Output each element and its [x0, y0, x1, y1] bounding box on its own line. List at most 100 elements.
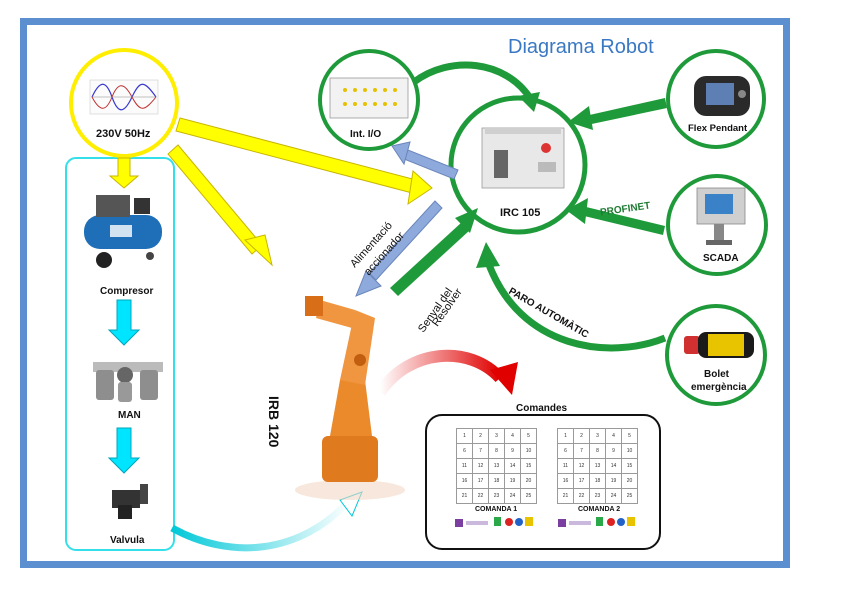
grid-cell: 19 — [504, 473, 521, 489]
scada-to-controller-arrow — [580, 206, 665, 235]
commands-label: Comandes — [516, 403, 568, 414]
command-panel-1-label: COMANDA 1 — [475, 506, 518, 513]
grid-cell: 5 — [520, 428, 537, 444]
grid-cell: 1 — [557, 428, 574, 444]
air-arrow-1 — [107, 299, 141, 346]
grid-cell: 6 — [456, 443, 473, 459]
grid-row: 16 17 18 19 20 — [456, 473, 537, 489]
grid-cell: 7 — [573, 443, 590, 459]
resolver-arrow — [390, 222, 470, 296]
grid-cell: 13 — [589, 458, 606, 474]
compressor-label: Compresor — [100, 286, 154, 297]
grid-cell: 25 — [520, 488, 537, 504]
grid-cell: 11 — [456, 458, 473, 474]
grid-cell: 5 — [621, 428, 638, 444]
io-board-icon — [329, 77, 409, 119]
grid-cell: 22 — [573, 488, 590, 504]
flex-pendant-icon — [694, 76, 750, 116]
grid-cell: 2 — [472, 428, 489, 444]
controller-label: IRC 105 — [500, 207, 541, 219]
command-panel-2-legend — [558, 517, 635, 527]
robot-to-commands-arrow — [375, 349, 505, 396]
grid-cell: 6 — [557, 443, 574, 459]
emergency-arrow-head — [476, 242, 500, 268]
valve-label: Valvula — [110, 535, 145, 546]
io-label: Int. I/O — [350, 129, 382, 140]
air-arrow-2 — [107, 427, 141, 474]
grid-cell: 9 — [504, 443, 521, 459]
grid-row: 6 7 8 9 10 — [557, 443, 638, 459]
io-to-controller-arrow — [411, 61, 533, 101]
emergency-button-icon — [684, 332, 754, 358]
grid-cell: 4 — [504, 428, 521, 444]
pendant-to-controller-arrow — [585, 98, 667, 125]
command-panel-2-label: COMANDA 2 — [578, 506, 621, 513]
power-arrow-compressor — [108, 157, 140, 189]
power-arrow-controller — [175, 117, 433, 206]
grid-cell: 14 — [504, 458, 521, 474]
grid-row: 11 12 13 14 15 — [557, 458, 638, 474]
grid-row: 11 12 13 14 15 — [456, 458, 537, 474]
grid-cell: 20 — [621, 473, 638, 489]
grid-row: 21 22 23 24 25 — [557, 488, 638, 504]
grid-cell: 16 — [456, 473, 473, 489]
grid-cell: 23 — [589, 488, 606, 504]
grid-cell: 2 — [573, 428, 590, 444]
grid-cell: 13 — [488, 458, 505, 474]
grid-cell: 20 — [520, 473, 537, 489]
grid-row: 21 22 23 24 25 — [456, 488, 537, 504]
grid-cell: 15 — [520, 458, 537, 474]
grid-cell: 12 — [573, 458, 590, 474]
supply-arrow — [368, 200, 443, 281]
grid-cell: 1 — [456, 428, 473, 444]
valve-icon — [112, 484, 148, 519]
robot-label: IRB 120 — [266, 396, 282, 448]
grid-row: 16 17 18 19 20 — [557, 473, 638, 489]
man-label: MAN — [118, 410, 141, 421]
command-panel-1-legend — [455, 517, 533, 527]
grid-cell: 4 — [605, 428, 622, 444]
grid-cell: 10 — [520, 443, 537, 459]
emergency-label-2: emergència — [691, 382, 747, 393]
grid-cell: 8 — [488, 443, 505, 459]
grid-cell: 3 — [488, 428, 505, 444]
flex-pendant-label: Flex Pendant — [688, 123, 748, 134]
grid-cell: 12 — [472, 458, 489, 474]
controller-to-io-arrow-head — [391, 141, 411, 166]
io-to-controller-arrow-head — [518, 92, 540, 112]
scada-arrow-head — [566, 198, 588, 224]
grid-cell: 16 — [557, 473, 574, 489]
resolver-arrow-head — [455, 208, 478, 233]
grid-cell: 15 — [621, 458, 638, 474]
grid-cell: 17 — [472, 473, 489, 489]
grid-cell: 19 — [605, 473, 622, 489]
command-grid-2: 1 2 3 4 5 6 7 8 9 10 11 12 13 14 15 16 17 18 19 20 21 22 23 24 2… — [557, 428, 638, 504]
power-arrow-robot — [167, 144, 273, 267]
diagram-title: Diagrama Robot — [508, 36, 654, 58]
scada-panel-icon — [696, 187, 746, 245]
grid-cell: 18 — [488, 473, 505, 489]
emergency-label-1: Bolet — [704, 369, 729, 380]
robot-arm-icon — [295, 296, 405, 500]
command-grid-1: 1 2 3 4 5 6 7 8 9 10 11 12 13 14 15 16 17 18 19 20 21 22 23 24 2… — [456, 428, 537, 504]
scada-label: SCADA — [703, 253, 739, 264]
supply-arrow-head — [355, 270, 382, 297]
grid-cell: 22 — [472, 488, 489, 504]
grid-cell: 14 — [605, 458, 622, 474]
grid-cell: 3 — [589, 428, 606, 444]
grid-cell: 25 — [621, 488, 638, 504]
grid-cell: 8 — [589, 443, 606, 459]
controller-cabinet-icon — [481, 127, 565, 189]
emergency-to-controller-arrow — [484, 260, 667, 352]
pendant-arrow-head — [568, 106, 593, 130]
air-arrow-robot — [170, 497, 353, 552]
compressor-icon — [84, 195, 162, 268]
grid-cell: 11 — [557, 458, 574, 474]
grid-cell: 23 — [488, 488, 505, 504]
sine-wave-icon — [89, 79, 159, 115]
grid-cell: 24 — [504, 488, 521, 504]
grid-cell: 7 — [472, 443, 489, 459]
grid-cell: 18 — [589, 473, 606, 489]
